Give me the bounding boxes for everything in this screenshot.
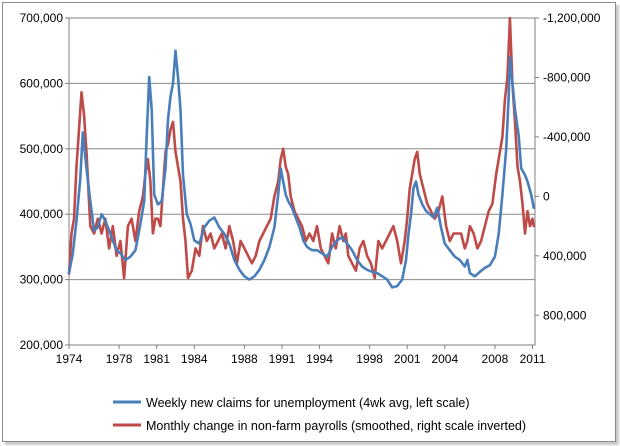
y2-tick-label: -400,000	[543, 130, 591, 144]
series-line-claims	[67, 49, 536, 289]
y-tick-label: 700,000	[20, 11, 64, 25]
x-tick-label: 1988	[231, 352, 258, 366]
y-tick-label: 500,000	[20, 142, 64, 156]
plot-area	[68, 17, 536, 346]
chart: 200,000 300,000 400,000 500,000 600,000 700,0…	[20, 11, 601, 433]
x-tick-label: 1991	[269, 352, 296, 366]
legend-label-claims: Weekly new claims for unemployment (4wk …	[146, 396, 470, 410]
legend-label-payrolls: Monthly change in non-farm payrolls (smo…	[146, 419, 526, 433]
y2-tick-label: 400,000	[543, 249, 587, 263]
y2-tick-label: -800,000	[543, 70, 591, 84]
x-tick-label: 1994	[306, 352, 333, 366]
x-tick-label: 2004	[431, 352, 458, 366]
x-tick-label: 2001	[394, 352, 421, 366]
legend: Weekly new claims for unemployment (4wk …	[113, 396, 526, 433]
y2-tick-label: 800,000	[543, 308, 587, 322]
x-axis: 1974 1978 1981 1984 1988 1991 1994 1998 2001 2004…	[56, 345, 546, 366]
x-tick-label: 1984	[181, 352, 208, 366]
y-tick-label: 300,000	[20, 273, 64, 287]
x-tick-label: 1998	[356, 352, 383, 366]
x-tick-label: 1978	[106, 352, 133, 366]
y-tick-label: 400,000	[20, 207, 64, 221]
series-layer	[67, 16, 536, 289]
y-tick-label: 600,000	[20, 76, 64, 90]
gridlines	[69, 17, 535, 346]
y-tick-label: 200,000	[20, 338, 64, 352]
y2-tick-label: -1,200,000	[543, 11, 601, 25]
x-tick-label: 1974	[56, 352, 83, 366]
y2-tick-label: 0	[543, 189, 550, 203]
chart-frame: 200,000 300,000 400,000 500,000 600,000 700,0…	[2, 2, 616, 442]
x-tick-label: 1981	[143, 352, 170, 366]
left-axis: 200,000 300,000 400,000 500,000 600,000 700,0…	[20, 11, 69, 352]
x-tick-label: 2008	[482, 352, 509, 366]
x-tick-label: 2011	[520, 352, 546, 366]
right-axis: -1,200,000 -800,000 -400,000 0 400,000 800,00…	[535, 11, 601, 322]
series-line-payrolls	[67, 16, 536, 280]
